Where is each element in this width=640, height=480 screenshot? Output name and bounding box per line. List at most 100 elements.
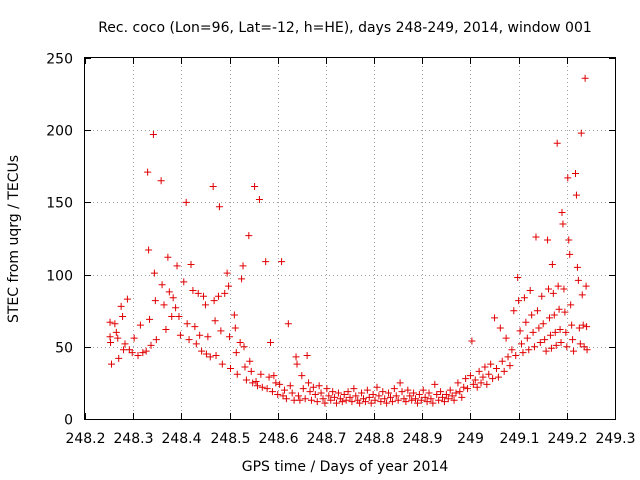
data-point <box>352 392 360 400</box>
data-point <box>232 349 240 357</box>
data-point <box>309 383 317 391</box>
data-point <box>567 301 575 309</box>
data-point <box>119 312 127 320</box>
y-tick-label: 0 <box>64 413 73 429</box>
data-point <box>444 395 452 403</box>
data-point <box>369 390 377 398</box>
data-point <box>247 367 255 375</box>
data-point <box>583 346 591 354</box>
data-point <box>565 236 573 244</box>
data-point <box>479 373 487 381</box>
data-point <box>579 321 587 329</box>
data-points <box>106 74 591 407</box>
data-point <box>561 308 569 316</box>
data-point <box>477 379 485 387</box>
data-point <box>458 393 466 401</box>
data-point <box>429 399 437 407</box>
data-point <box>358 389 366 397</box>
data-point <box>556 325 564 333</box>
data-point <box>522 318 530 326</box>
data-point <box>325 392 333 400</box>
data-point <box>147 341 155 349</box>
data-point <box>262 258 270 266</box>
data-point <box>555 305 563 313</box>
data-point <box>293 360 301 368</box>
data-point <box>221 289 229 297</box>
data-point <box>145 246 153 254</box>
chart-title: Rec. coco (Lon=96, Lat=-12, h=HE), days … <box>98 20 592 36</box>
data-point <box>468 337 476 345</box>
data-point <box>180 278 188 286</box>
data-point <box>545 314 553 322</box>
data-point <box>494 373 502 381</box>
data-point <box>439 393 447 401</box>
y-tick-label: 250 <box>46 52 73 68</box>
data-point <box>404 386 412 394</box>
data-point <box>500 367 508 375</box>
data-point <box>241 363 249 371</box>
data-point <box>121 340 129 348</box>
data-point <box>506 362 514 370</box>
data-point <box>581 74 589 82</box>
data-point <box>412 395 420 403</box>
data-point <box>215 203 223 211</box>
data-point <box>373 383 381 391</box>
data-point <box>255 196 263 204</box>
x-tick-label: 249 <box>457 431 484 447</box>
data-point <box>292 353 300 361</box>
data-point <box>150 269 158 277</box>
data-point <box>331 393 339 401</box>
data-point <box>315 382 323 390</box>
data-point <box>231 324 239 332</box>
data-point <box>575 324 583 332</box>
data-point <box>279 392 287 400</box>
data-point <box>253 382 261 390</box>
data-point <box>276 380 284 388</box>
data-point <box>553 139 561 147</box>
data-point <box>192 340 200 348</box>
data-point <box>340 390 348 398</box>
data-point <box>523 334 531 342</box>
data-point <box>531 343 539 351</box>
data-point <box>319 395 327 403</box>
data-point <box>280 386 288 394</box>
x-tick-label: 248.5 <box>210 431 250 447</box>
data-point <box>576 340 584 348</box>
data-point <box>386 393 394 401</box>
data-point <box>173 262 181 270</box>
data-point <box>296 396 304 404</box>
data-point <box>533 307 541 315</box>
data-point <box>301 395 309 403</box>
data-point <box>489 375 497 383</box>
data-point <box>559 220 567 228</box>
data-point <box>562 328 570 336</box>
data-point <box>361 398 369 406</box>
data-point <box>469 380 477 388</box>
data-point <box>311 390 319 398</box>
data-point <box>431 380 439 388</box>
x-tick-label: 248.2 <box>65 431 105 447</box>
data-point <box>390 385 398 393</box>
data-point <box>196 331 204 339</box>
data-point <box>572 191 580 199</box>
data-point <box>189 286 197 294</box>
data-point <box>198 347 206 355</box>
data-point <box>182 198 190 206</box>
data-point <box>329 388 337 396</box>
data-point <box>323 385 331 393</box>
data-point <box>172 304 180 312</box>
data-point <box>257 370 265 378</box>
data-point <box>371 396 379 404</box>
data-point <box>367 399 375 407</box>
data-point <box>525 346 533 354</box>
data-point <box>433 390 441 398</box>
data-point <box>580 343 588 351</box>
data-point <box>383 399 391 407</box>
data-point <box>214 292 222 300</box>
x-axis-label: GPS time / Days of year 2014 <box>242 459 449 475</box>
data-point <box>251 183 259 191</box>
data-point <box>130 334 138 342</box>
data-point <box>149 131 157 139</box>
data-point <box>415 390 423 398</box>
data-point <box>529 328 537 336</box>
